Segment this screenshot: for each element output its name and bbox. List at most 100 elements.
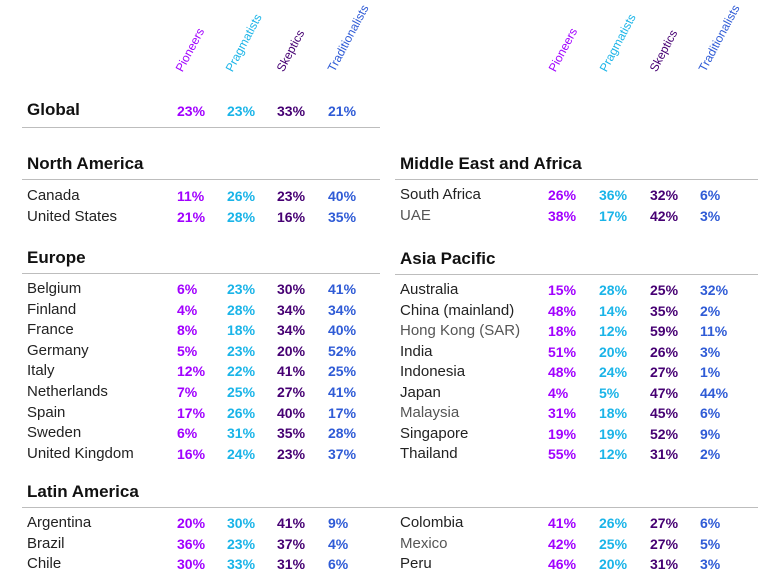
japan-pioneers-value: 4% [548,384,569,401]
global-divider [22,127,380,128]
hong-kong-sar-pragmatists-value: 12% [599,323,628,339]
row-label-france: France [27,321,74,339]
china-mainland-traditionalists-value: 2% [700,302,721,319]
header-skeptics: Skeptics [273,27,308,74]
hong-kong-sar-traditionalists-value: 11% [700,323,728,339]
canada-skeptics-value: 23% [277,188,306,204]
united-states-traditionalists-value: 35% [328,208,357,225]
row-label-australia: Australia [400,281,459,298]
global-label: Global [27,100,80,119]
japan-traditionalists-value: 44% [700,384,729,401]
row-label-peru: Peru [400,555,432,572]
region-divider [22,273,380,274]
colombia-pioneers-value: 41% [548,515,577,531]
table-row: India 51% 20% 26% 3% [400,342,760,362]
table-row: Thailand 55% 12% 31% 2% [400,444,760,464]
singapore-skeptics-value: 52% [650,425,679,442]
thailand-skeptics-value: 31% [650,446,679,462]
mexico-pioneers-value: 42% [548,535,577,552]
france-traditionalists-value: 40% [328,322,357,339]
france-skeptics-value: 34% [277,322,306,339]
row-label-south-africa: South Africa [400,186,481,203]
australia-skeptics-value: 25% [650,282,679,298]
row-label-brazil: Brazil [27,534,65,552]
australia-pragmatists-value: 28% [599,282,628,298]
netherlands-pioneers-value: 7% [177,384,198,400]
france-pragmatists-value: 18% [227,322,256,339]
row-label-germany: Germany [27,341,89,359]
table-row: Netherlands 7% 25% 27% 41% [27,382,387,402]
south-africa-pragmatists-value: 36% [599,187,628,203]
spain-traditionalists-value: 17% [328,404,357,421]
canada-pragmatists-value: 26% [227,188,256,204]
region-title-middle-east-africa: Middle East and Africa [400,154,582,173]
chile-pragmatists-value: 33% [227,556,256,572]
netherlands-pragmatists-value: 25% [227,384,256,400]
thailand-pioneers-value: 55% [548,446,577,462]
table-row: China (mainland) 48% 14% 35% 2% [400,301,760,321]
argentina-traditionalists-value: 9% [328,515,349,531]
indonesia-pragmatists-value: 24% [599,364,628,380]
row-label-uae: UAE [400,206,431,224]
region-title-latin-america: Latin America [27,482,139,501]
row-label-sweden: Sweden [27,424,82,442]
table-row: Colombia 41% 26% 27% 6% [400,513,760,533]
china-mainland-skeptics-value: 35% [650,302,679,319]
united-kingdom-pioneers-value: 16% [177,445,206,462]
malaysia-pioneers-value: 31% [548,405,577,421]
header-pragmatists-right: Pragmatists [596,11,639,74]
table-row: Sweden 6% 31% 35% 28% [27,423,387,443]
south-africa-skeptics-value: 32% [650,187,679,203]
region-title-north-america: North America [27,154,144,173]
germany-traditionalists-value: 52% [328,342,357,359]
row-label-united-states: United States [27,207,118,225]
row-label-united-kingdom: United Kingdom [27,444,134,462]
australia-traditionalists-value: 32% [700,282,729,298]
malaysia-skeptics-value: 45% [650,405,679,421]
malaysia-pragmatists-value: 18% [599,405,628,421]
table-row: Malaysia 31% 18% 45% 6% [400,403,760,423]
table-row: Hong Kong (SAR) 18% 12% 59% 11% [400,321,760,341]
united-states-skeptics-value: 16% [277,208,306,225]
sweden-skeptics-value: 35% [277,425,306,442]
mexico-skeptics-value: 27% [650,535,679,552]
colombia-skeptics-value: 27% [650,515,679,531]
table-row: Chile 30% 33% 31% 6% [27,554,387,574]
row-label-colombia: Colombia [400,514,464,531]
chile-pioneers-value: 30% [177,556,206,572]
table-row: Peru 46% 20% 31% 3% [400,554,760,574]
row-label-finland: Finland [27,300,77,318]
china-mainland-pioneers-value: 48% [548,302,577,319]
belgium-pragmatists-value: 23% [227,281,256,297]
global-pioneers: 23% [177,103,206,119]
table-row: Australia 15% 28% 25% 32% [400,280,760,300]
region-divider [22,179,380,180]
japan-pragmatists-value: 5% [599,384,620,401]
italy-pragmatists-value: 22% [227,363,256,380]
italy-skeptics-value: 41% [277,363,306,380]
australia-pioneers-value: 15% [548,282,577,298]
global-pragmatists: 23% [227,103,256,119]
row-label-japan: Japan [400,383,441,401]
singapore-pragmatists-value: 19% [599,425,628,442]
indonesia-pioneers-value: 48% [548,364,577,380]
uae-skeptics-value: 42% [650,207,679,224]
india-traditionalists-value: 3% [700,343,721,360]
table-row: Japan 4% 5% 47% 44% [400,383,760,403]
region-divider [395,179,758,180]
header-skeptics-right: Skeptics [646,27,681,74]
singapore-pioneers-value: 19% [548,425,577,442]
table-row: Spain 17% 26% 40% 17% [27,403,387,423]
hong-kong-sar-pioneers-value: 18% [548,323,577,339]
brazil-skeptics-value: 37% [277,535,306,552]
table-row: Brazil 36% 23% 37% 4% [27,534,387,554]
table-row: Singapore 19% 19% 52% 9% [400,424,760,444]
chile-skeptics-value: 31% [277,556,306,572]
singapore-traditionalists-value: 9% [700,425,721,442]
canada-traditionalists-value: 40% [328,188,357,204]
row-label-malaysia: Malaysia [400,404,460,421]
peru-pragmatists-value: 20% [599,556,628,572]
belgium-traditionalists-value: 41% [328,281,357,297]
sweden-traditionalists-value: 28% [328,425,357,442]
spain-pragmatists-value: 26% [227,404,256,421]
